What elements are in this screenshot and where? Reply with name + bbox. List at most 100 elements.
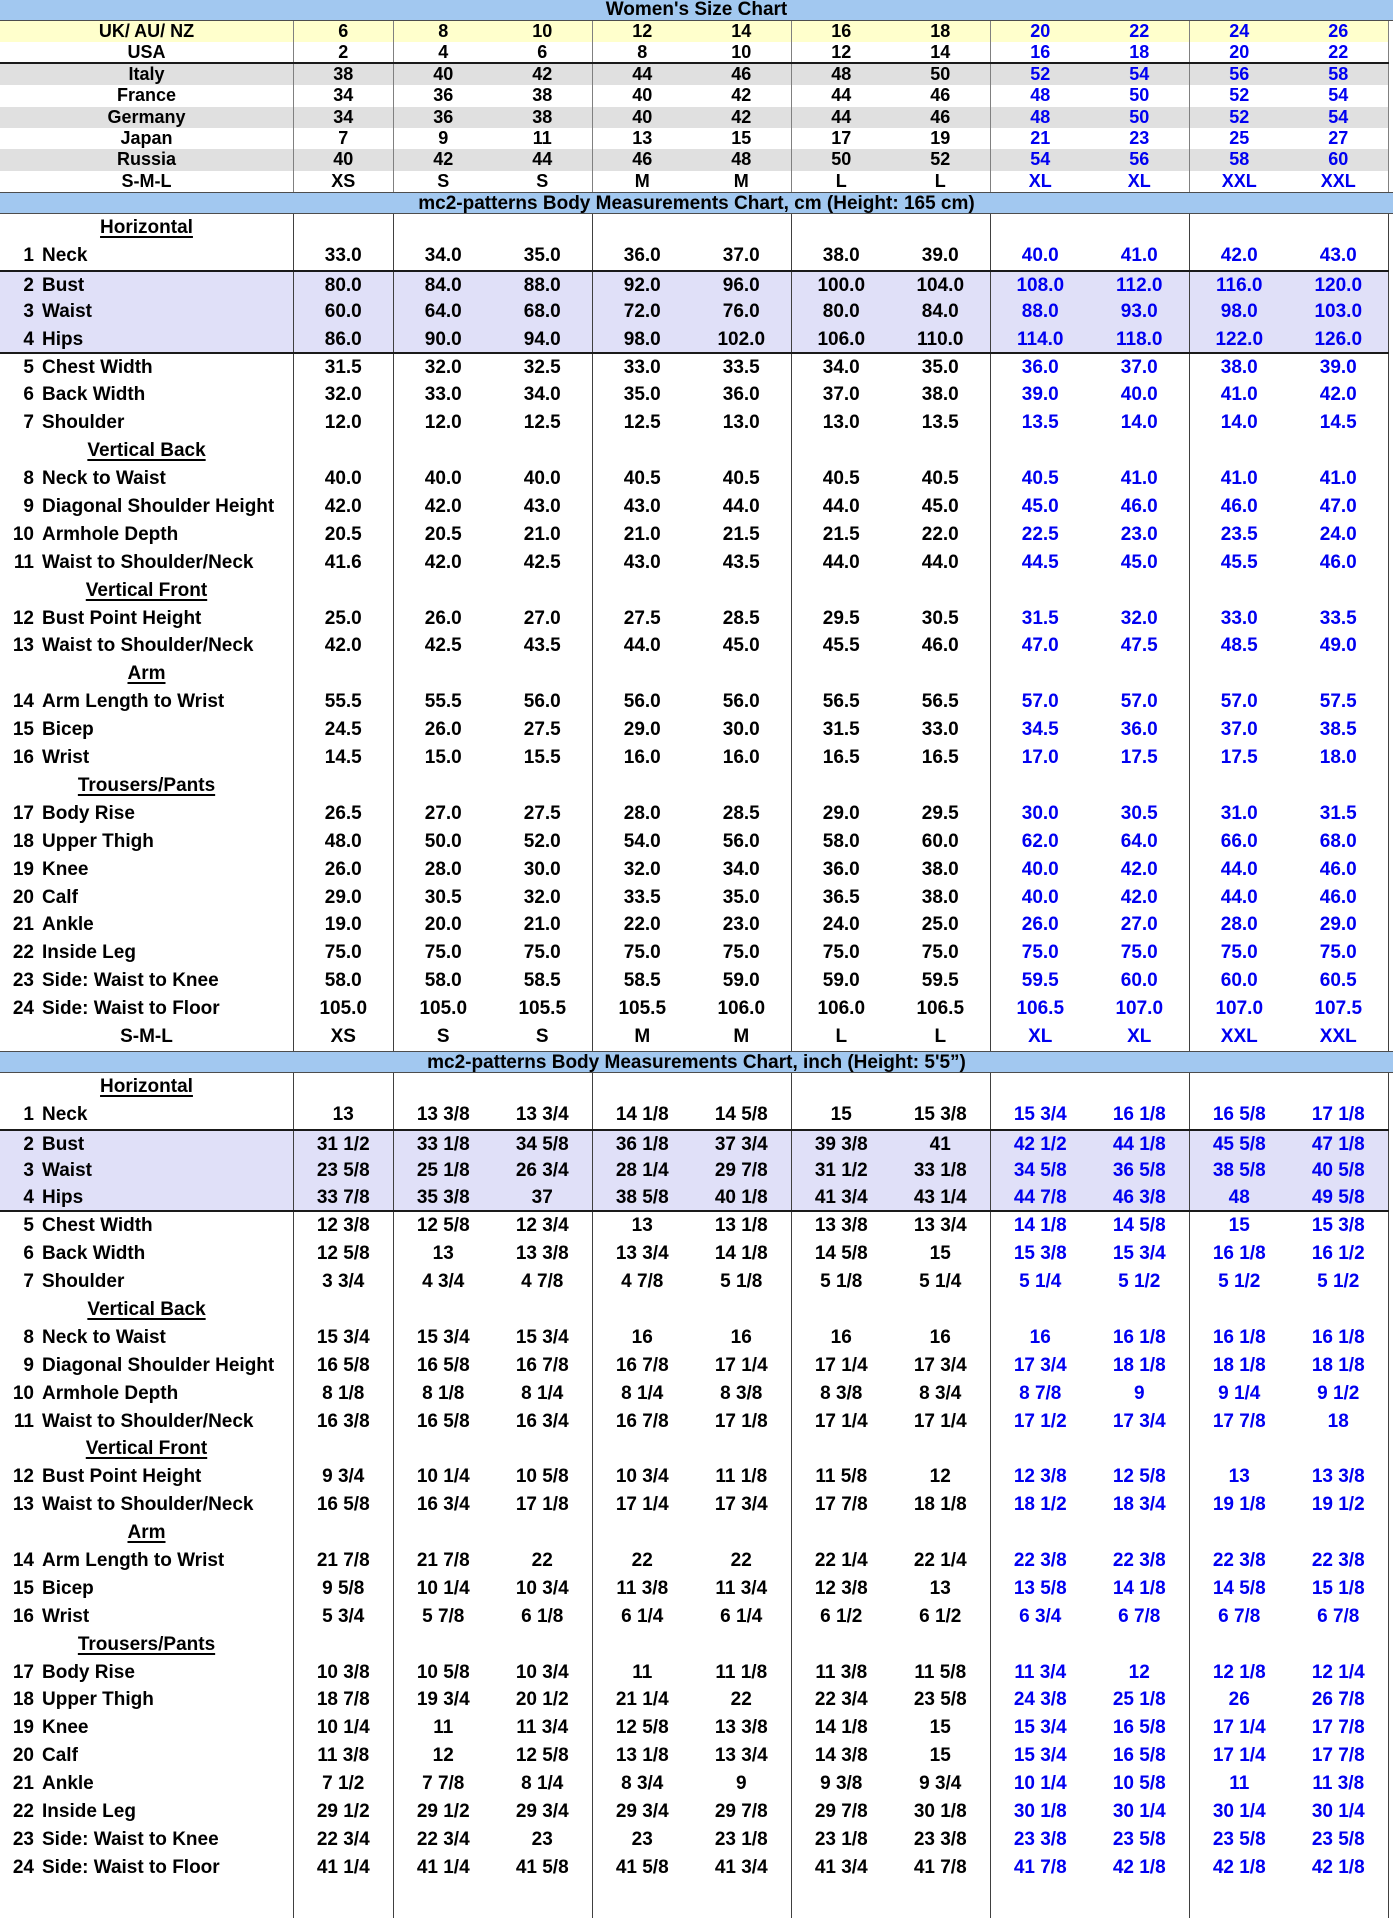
table-row: S-M-L XS S S M M L L XL XL XXL XXL [0, 170, 1389, 193]
table-row: 11 Waist to Shoulder/Neck 16 3/8 16 5/8 16 3… [0, 1407, 1389, 1436]
cell-value: 36.0 [822, 858, 860, 880]
cell-value: 5 1/2 [1218, 1271, 1261, 1293]
row-number: 4 [23, 328, 34, 350]
table-row: 7 Shoulder 3 3/4 4 3/4 4 7/8 4 7/8 5 1/8 5 1/8 5… [0, 1268, 1389, 1296]
cell-value [891, 1630, 991, 1659]
cell-value [991, 1519, 1091, 1547]
row-label: 11 Waist to Shoulder/Neck [0, 548, 294, 577]
cell-value [692, 1435, 792, 1464]
cell-value: 112.0 [1090, 271, 1190, 298]
row-number: 13 [12, 1494, 34, 1516]
cell-value [593, 437, 693, 465]
cell-value: 13 1/8 [692, 1212, 792, 1241]
cell-value: 23.5 [1220, 523, 1258, 545]
cell-value: 37.0 [692, 242, 792, 270]
row-number: 9 [23, 1354, 34, 1376]
cell-value: 26.0 [424, 607, 462, 629]
table-row: Vertical Front [0, 1435, 1389, 1464]
row-number: 21 [12, 914, 34, 936]
table-row: Italy 38 40 42 44 46 48 50 52 54 56 58 [0, 63, 1389, 86]
cell-value: 22 3/8 [1212, 1549, 1266, 1571]
section-heading: Vertical Front [0, 1435, 294, 1464]
cell-value: 40 [632, 106, 653, 127]
cell-value: 45.0 [692, 632, 792, 661]
row-label-text: Body Rise [42, 802, 135, 824]
cell-value: 35.0 [692, 883, 792, 912]
row-number: 22 [12, 1801, 34, 1822]
row-label: 20 Calf [0, 1742, 294, 1771]
section-heading: Vertical Back [0, 437, 294, 466]
cell-value: 17 3/4 [891, 1351, 991, 1380]
row-label-text: Diagonal Shoulder Height [42, 1354, 275, 1376]
row-label: 12 Bust Point Height [0, 604, 294, 633]
row-label: 24 Side: Waist to Floor [0, 1853, 294, 1882]
cell-value: 36.0 [1021, 356, 1059, 378]
cell-value: 52 [891, 149, 991, 171]
cell-value: 12 [632, 21, 653, 41]
cell-value: 56 [1090, 149, 1190, 171]
cell-value: 20 1/2 [493, 1686, 593, 1715]
row-number: 23 [12, 970, 34, 992]
cell-value: XL [1090, 1022, 1190, 1051]
cell-value: 28.5 [692, 799, 792, 828]
cell-value: 27.0 [493, 604, 593, 633]
cell-value: 17 3/4 [1090, 1407, 1190, 1436]
row-label-text: Waist to Shoulder/Neck [42, 635, 254, 657]
cell-value [1090, 771, 1190, 800]
table-row: 23 Side: Waist to Knee 22 3/4 22 3/4 23 23 23 … [0, 1825, 1389, 1854]
cell-value [1190, 1882, 1290, 1918]
cell-value: 14 1/8 [814, 1717, 868, 1739]
cell-value: 22 [493, 1546, 593, 1575]
size-conversion-section: UK/ AU/ NZ 6 8 10 12 14 16 18 20 22 24 26 USA 2 4 6 8 10 1… [0, 21, 1393, 193]
cell-value [792, 660, 892, 688]
table-row: 11 Waist to Shoulder/Neck 41.6 42.0 42.5 43.0… [0, 548, 1389, 577]
row-label: 24 Side: Waist to Floor [0, 995, 294, 1023]
row-label: 5 Chest Width [0, 353, 294, 382]
cell-value: 42.0 [294, 632, 394, 661]
cell-value [593, 214, 693, 242]
cell-value: 18 1/8 [891, 1491, 991, 1520]
cell-value: 6 [493, 42, 593, 62]
row-label-text: Wrist [42, 747, 90, 769]
cell-value: S [493, 1022, 593, 1051]
cell-value: 40.0 [493, 465, 593, 494]
cell-value: 11 3/8 [616, 1577, 669, 1599]
cell-value: 12 5/8 [615, 1717, 669, 1739]
cell-value: 42.0 [424, 551, 462, 573]
cell-value: 9 [692, 1770, 792, 1798]
cell-value: 54 [1289, 85, 1389, 107]
cell-value: 10 1/4 [1013, 1773, 1067, 1795]
cell-value: 75.0 [493, 939, 593, 968]
row-label: 14 Arm Length to Wrist [0, 688, 294, 717]
cell-value: 30 1/8 [891, 1798, 991, 1826]
cell-value: 44.0 [1220, 858, 1258, 880]
cell-value: 34 [294, 85, 394, 107]
row-label-text: Shoulder [42, 412, 125, 434]
table-row: Russia 40 42 44 46 48 50 52 54 56 58 60 [0, 149, 1389, 171]
cell-value: 32.0 [493, 883, 593, 912]
row-label-text: Waist to Shoulder/Neck [42, 1410, 254, 1432]
cell-value: 39 3/8 [814, 1133, 868, 1155]
cell-value: 5 1/8 [820, 1271, 863, 1293]
cell-value: 22 1/4 [891, 1546, 991, 1575]
cell-value: 66.0 [1220, 830, 1258, 852]
table-row: 15 Bicep 24.5 26.0 27.5 29.0 30.0 31.5 33.0 34.5 3… [0, 716, 1389, 745]
cell-value: 56.5 [822, 691, 860, 713]
cell-value: 84.0 [424, 274, 462, 296]
table-row: 20 Calf 11 3/8 12 12 5/8 13 1/8 13 3/4 14 3/8 15… [0, 1742, 1389, 1771]
cell-value [692, 1519, 792, 1547]
cell-value: 42.0 [1289, 381, 1389, 410]
cell-value: 6 [294, 21, 394, 43]
row-label-text: Back Width [42, 384, 146, 406]
table-row: Vertical Front [0, 576, 1389, 605]
cell-value [792, 1435, 892, 1463]
cell-value: 36 [433, 106, 454, 127]
cell-value: 25 [1229, 127, 1250, 148]
cell-value: 13.5 [891, 409, 991, 438]
cell-value: 11 3/8 [294, 1742, 394, 1771]
cell-value: 17 1/8 [493, 1491, 593, 1520]
cell-value: 20.5 [294, 520, 394, 549]
cell-value: 10 3/4 [493, 1658, 593, 1687]
cell-value: 16 1/2 [1289, 1240, 1389, 1269]
cell-value: 17 7/8 [1289, 1742, 1389, 1771]
